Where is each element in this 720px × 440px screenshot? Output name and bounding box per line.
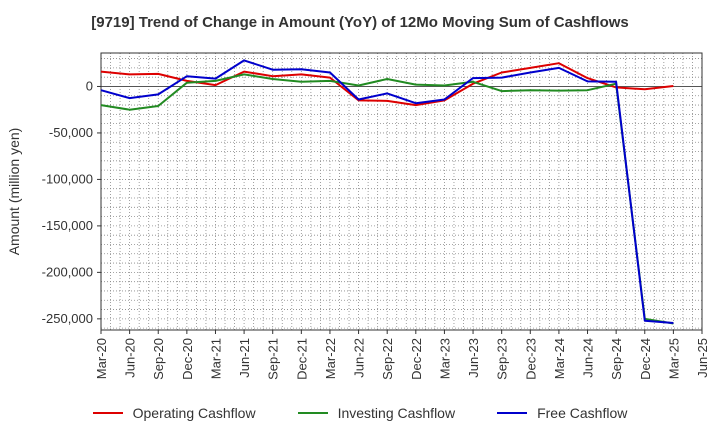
x-tick-label: Jun-22 [352, 338, 367, 378]
x-tick-label: Mar-21 [208, 338, 223, 379]
series-line-investing-cashflow [100, 73, 674, 325]
y-tick-label: -250,000 [42, 311, 93, 326]
series-line-free-cashflow [100, 59, 674, 324]
x-tick-label: Mar-22 [323, 338, 338, 379]
x-tick-label: Sep-24 [609, 338, 624, 380]
y-axis-label: Amount (million yen) [6, 128, 22, 256]
y-tick-label: -150,000 [42, 218, 93, 233]
legend-item-operating-cashflow: Operating Cashflow [92, 405, 256, 421]
x-tick-label: Sep-23 [495, 338, 510, 380]
legend-swatch [497, 412, 528, 414]
x-tick-label: Jun-21 [237, 338, 252, 378]
plot-area [101, 53, 702, 330]
x-tick-label: Sep-21 [266, 338, 281, 380]
x-tick-label: Jun-24 [581, 338, 596, 378]
legend-label: Investing Cashflow [337, 405, 456, 421]
legend-swatch [297, 412, 328, 414]
x-tick-label: Dec-24 [638, 338, 653, 380]
y-tick-label: -100,000 [42, 171, 93, 186]
x-tick-label: Dec-22 [409, 338, 424, 380]
chart-title: [9719] Trend of Change in Amount (YoY) o… [91, 14, 629, 31]
x-tick-label: Jun-25 [695, 338, 710, 378]
x-tick-label: Jun-23 [466, 338, 481, 378]
chart-legend: Operating Cashflow Investing Cashflow Free… [0, 405, 720, 421]
x-tick-label: Mar-24 [552, 338, 567, 379]
x-tick-label: Dec-21 [294, 338, 309, 380]
y-tick-label: -200,000 [42, 264, 93, 279]
x-tick-label: Sep-20 [151, 338, 166, 380]
x-tick-label: Dec-23 [523, 338, 538, 380]
legend-label: Operating Cashflow [132, 405, 256, 421]
legend-label: Free Cashflow [537, 405, 628, 421]
x-tick-label: Dec-20 [180, 338, 195, 380]
legend-item-free-cashflow: Free Cashflow [497, 405, 627, 421]
legend-swatch [92, 412, 123, 414]
x-tick-label: Jun-20 [123, 338, 138, 378]
y-tick-label: -50,000 [49, 125, 93, 140]
plot-frame [100, 52, 703, 331]
x-tick-label: Mar-25 [666, 338, 681, 379]
x-tick-label: Mar-23 [437, 338, 452, 379]
legend-item-investing-cashflow: Investing Cashflow [297, 405, 456, 421]
x-tick-label: Sep-22 [380, 338, 395, 380]
x-tick-label: Mar-20 [94, 338, 109, 379]
y-tick-label: 0 [86, 78, 93, 93]
